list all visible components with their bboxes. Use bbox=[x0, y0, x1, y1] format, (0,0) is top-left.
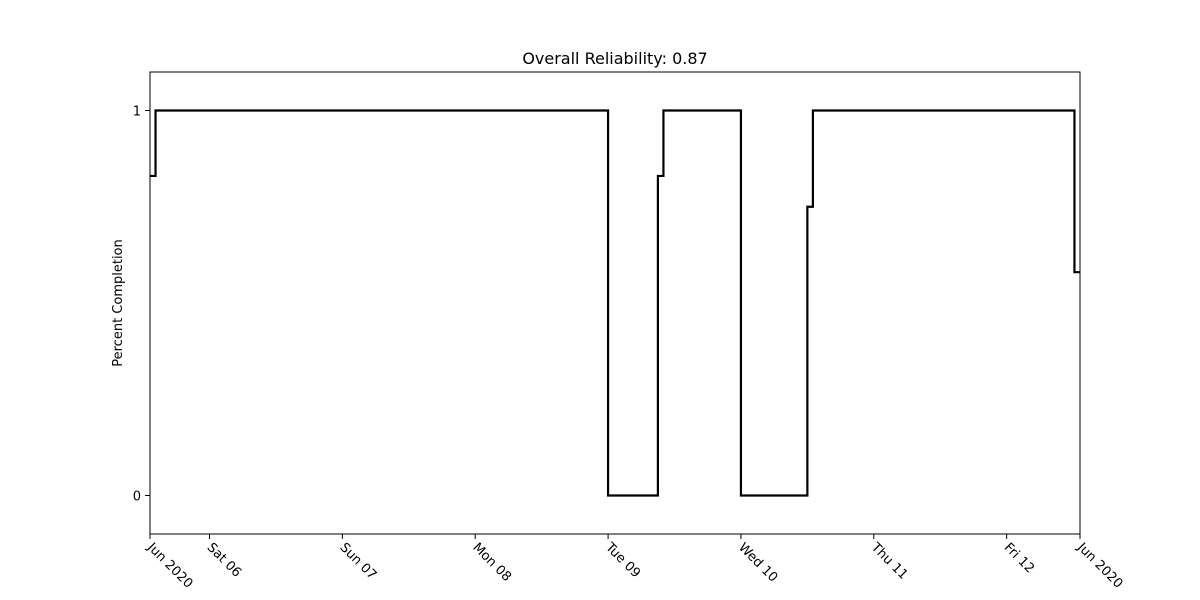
y-axis-label: Percent Completion bbox=[111, 239, 126, 367]
x-tick-label: Jun 2020 bbox=[143, 540, 195, 592]
y-tick-label: 0 bbox=[133, 490, 141, 505]
y-tick-label: 1 bbox=[133, 105, 141, 120]
chart-title: Overall Reliability: 0.87 bbox=[522, 49, 707, 68]
x-tick-label: Mon 08 bbox=[469, 540, 514, 585]
x-tick-label: Wed 10 bbox=[735, 540, 780, 585]
x-tick-label: Sat 06 bbox=[204, 540, 244, 580]
x-tick-label: Sun 07 bbox=[337, 540, 380, 583]
x-tick-label: Jun 2020 bbox=[1073, 540, 1125, 592]
plot-frame bbox=[149, 71, 1081, 535]
series-line bbox=[150, 109, 1080, 497]
x-tick-label: Fri 12 bbox=[1001, 540, 1037, 576]
x-tick-label: Tue 09 bbox=[602, 540, 644, 582]
x-tick-label: Thu 11 bbox=[867, 540, 910, 583]
